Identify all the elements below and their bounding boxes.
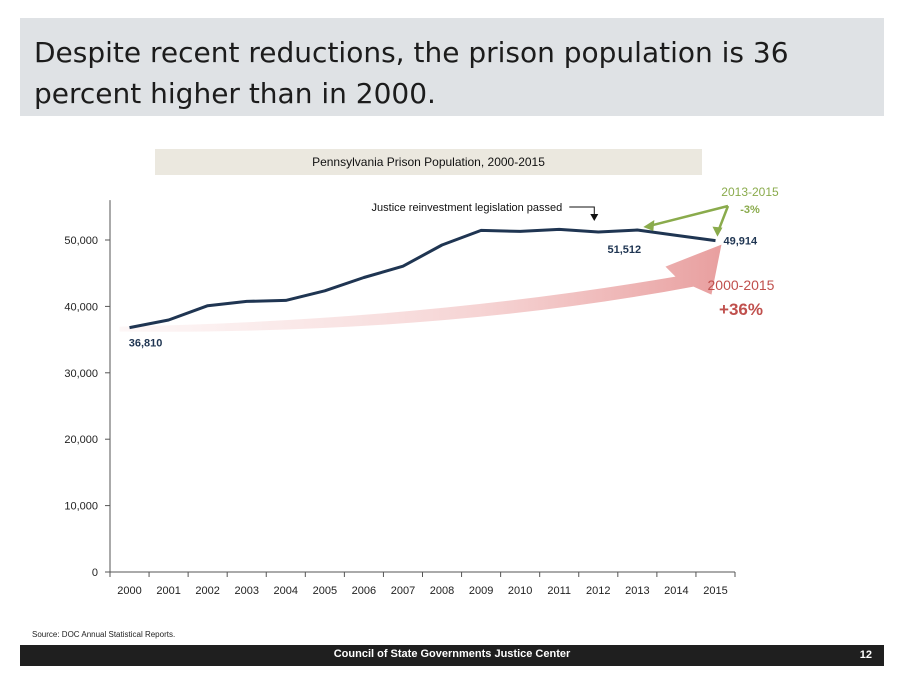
y-tick-label: 0 (92, 567, 98, 579)
annotations: Justice reinvestment legislation passed 2… (372, 185, 780, 319)
y-tick-label: 40,000 (64, 301, 98, 313)
x-tick-label: 2014 (664, 585, 688, 597)
data-label-2013: 51,512 (608, 244, 642, 256)
x-tick-label: 2006 (352, 585, 376, 597)
source-note: Source: DOC Annual Statistical Reports. (32, 630, 176, 639)
y-tick-label: 30,000 (64, 368, 98, 380)
headline-box: Despite recent reductions, the prison po… (20, 18, 884, 116)
chart-title-box: Pennsylvania Prison Population, 2000-201… (155, 149, 702, 175)
recent-change-arrow-2013 (649, 204, 729, 228)
overall-change-arrow (119, 244, 722, 332)
y-tick-label: 50,000 (64, 235, 98, 247)
overall-change-period: 2000-2015 (708, 277, 775, 293)
axis-ticks: 0 10,000 20,000 30,000 40,000 50,000 2000 2001 2… (64, 235, 736, 597)
x-tick-label: 2009 (469, 585, 493, 597)
x-tick-label: 2013 (625, 585, 649, 597)
x-tick-label: 2001 (156, 585, 180, 597)
x-tick-label: 2008 (430, 585, 454, 597)
chart-title: Pennsylvania Prison Population, 2000-201… (312, 155, 545, 169)
legislation-arrow-head (590, 214, 599, 221)
x-tick-label: 2007 (391, 585, 415, 597)
page-number: 12 (859, 649, 872, 661)
recent-change-arrow-2015 (717, 205, 730, 232)
x-tick-label: 2011 (547, 585, 571, 597)
y-tick-label: 10,000 (64, 501, 98, 513)
y-tick-label: 20,000 (64, 434, 98, 446)
slide-headline: Despite recent reductions, the prison po… (34, 36, 789, 110)
x-tick-label: 2003 (234, 585, 258, 597)
legislation-arrow-line (569, 206, 595, 218)
x-tick-label: 2004 (274, 585, 298, 597)
recent-change-value: -3% (740, 204, 760, 216)
legislation-annotation: Justice reinvestment legislation passed (372, 202, 563, 214)
x-tick-label: 2010 (508, 585, 532, 597)
data-label-2000: 36,810 (129, 338, 163, 350)
footer-bar: Council of State Governments Justice Cen… (20, 645, 884, 666)
recent-change-arrowhead-2015 (712, 226, 723, 237)
footer-org: Council of State Governments Justice Cen… (333, 648, 571, 660)
x-tick-label: 2012 (586, 585, 610, 597)
x-tick-label: 2002 (195, 585, 219, 597)
series-line (129, 227, 716, 330)
recent-change-period: 2013-2015 (721, 185, 779, 199)
x-tick-label: 2015 (703, 585, 727, 597)
data-labels: 36,810 51,512 49,914 (129, 236, 758, 350)
overall-change-value: +36% (719, 300, 763, 319)
x-tick-label: 2000 (117, 585, 141, 597)
data-label-2015: 49,914 (723, 236, 758, 248)
recent-change-arrowhead-2013 (643, 219, 655, 231)
x-tick-label: 2005 (313, 585, 337, 597)
prison-population-chart: 0 10,000 20,000 30,000 40,000 50,000 2000 2001 2… (64, 185, 780, 597)
